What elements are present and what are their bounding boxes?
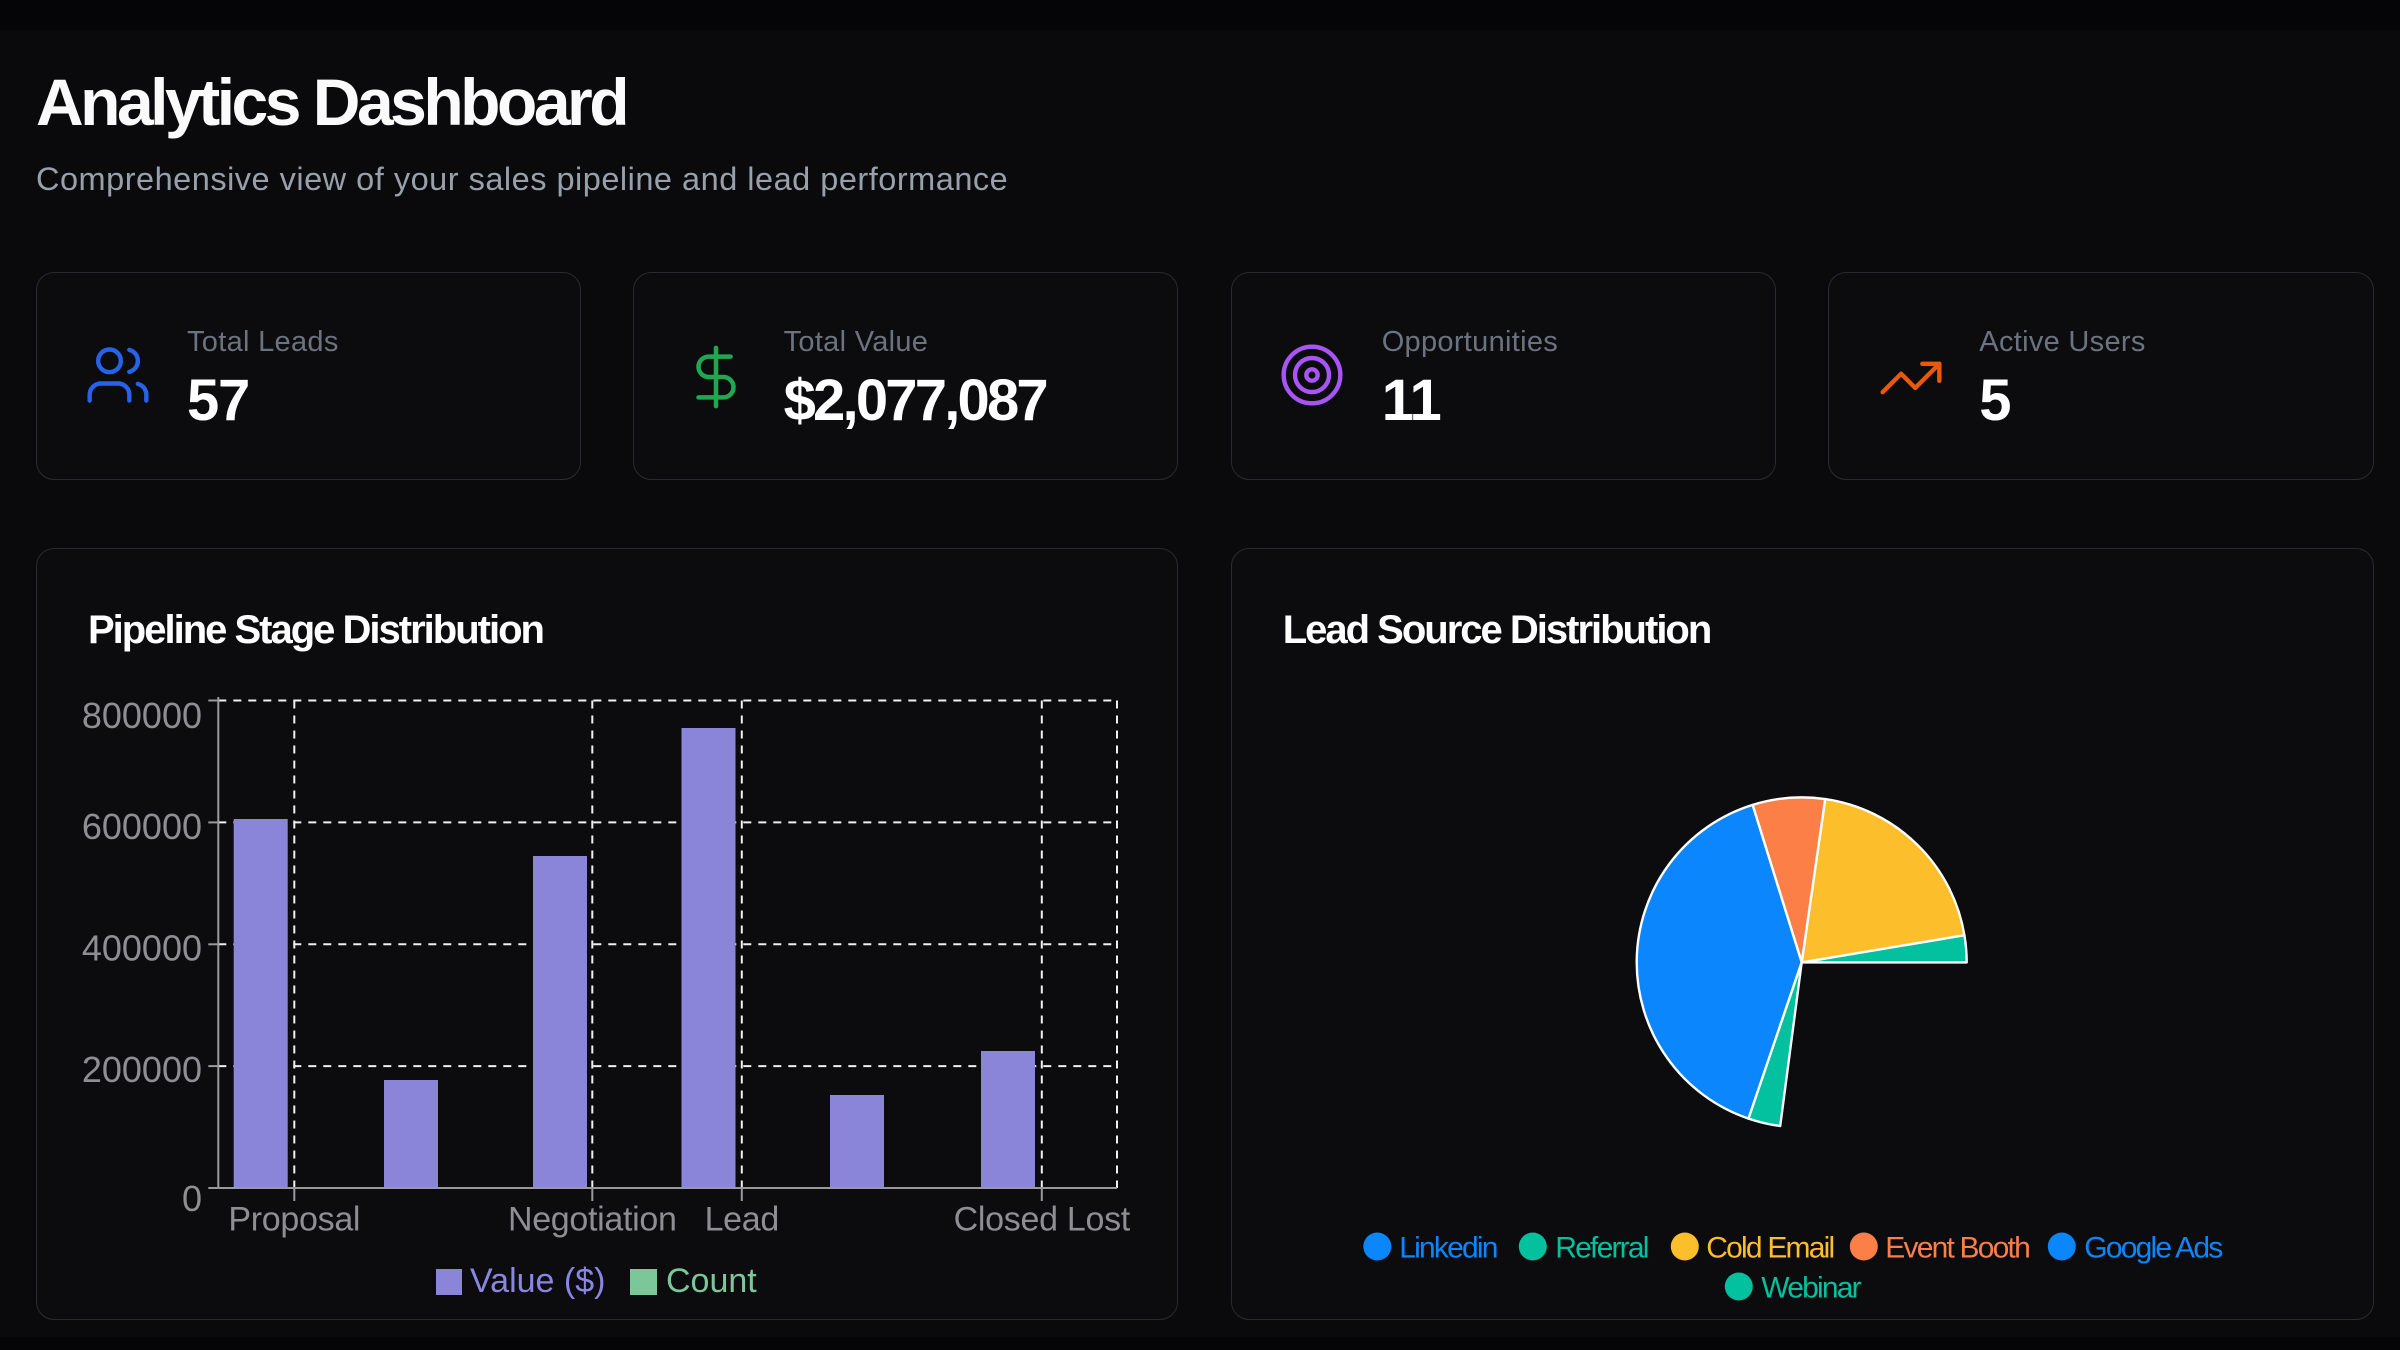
svg-text:0: 0 (181, 1178, 201, 1219)
svg-text:Proposal: Proposal (228, 1200, 360, 1238)
svg-text:Value ($): Value ($) (470, 1262, 605, 1300)
svg-text:Referral: Referral (1555, 1231, 1647, 1264)
svg-text:400000: 400000 (81, 927, 201, 968)
svg-text:Linkedin: Linkedin (1399, 1231, 1496, 1264)
svg-text:Google Ads: Google Ads (2084, 1231, 2222, 1264)
svg-text:600000: 600000 (81, 805, 201, 846)
svg-text:Webinar: Webinar (1761, 1271, 1861, 1304)
svg-text:Closed Lost: Closed Lost (953, 1200, 1130, 1238)
svg-text:Cold Email: Cold Email (1706, 1231, 1833, 1264)
svg-text:800000: 800000 (81, 695, 201, 736)
svg-text:200000: 200000 (81, 1049, 201, 1090)
svg-text:Count: Count (666, 1262, 757, 1300)
svg-text:Negotiation: Negotiation (507, 1200, 676, 1238)
svg-text:Event Booth: Event Booth (1885, 1231, 2029, 1264)
svg-text:Lead: Lead (704, 1200, 778, 1238)
